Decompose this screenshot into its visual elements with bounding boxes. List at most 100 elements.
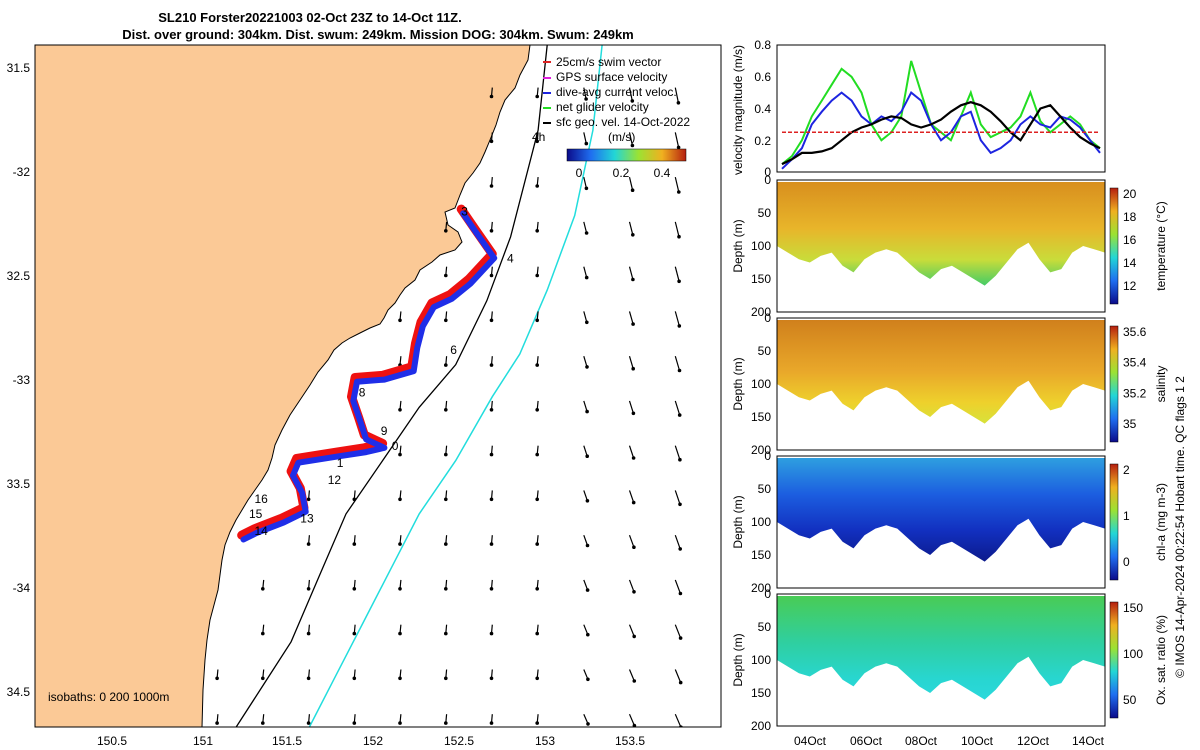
velocity-arrow (674, 132, 680, 148)
map-y-tick: -34 (13, 581, 31, 595)
arrow-head (489, 94, 494, 99)
arrow-head (215, 676, 219, 681)
map-x-tick: 151 (193, 734, 213, 748)
velocity-arrow (628, 221, 634, 235)
arrow-head (352, 676, 357, 681)
section-ytick: 150 (751, 686, 771, 700)
arrow-head (444, 452, 448, 457)
arrow-head (586, 677, 590, 682)
arrow-head (535, 94, 539, 99)
velocity-arrow (674, 266, 680, 282)
section-ytick: 0 (764, 587, 771, 601)
arrow-head (677, 368, 682, 373)
section-ytick: 150 (751, 272, 771, 286)
arrow-head (444, 229, 448, 233)
arrow-head (677, 190, 681, 194)
section-ytick: 50 (758, 482, 772, 496)
arrow-head (535, 184, 539, 188)
arrow-head (535, 587, 539, 591)
velocity-panel: velocity magnitude (m/s) 0.8 0.6 0.4 0.2… (731, 38, 1106, 179)
arrow-head (306, 542, 311, 546)
arrow-head (489, 184, 494, 188)
map-frame (34, 44, 722, 728)
section-ytick: 100 (751, 515, 771, 529)
velocity-arrow (583, 400, 588, 412)
day-label: 4 (507, 251, 514, 265)
arrow-head (398, 587, 402, 591)
map-y-tick: -32 (13, 165, 31, 179)
velocity-arrow (628, 356, 634, 369)
section-ylabel: Depth (m) (731, 495, 745, 548)
isobath-1000 (308, 45, 603, 727)
velocity-arrow (674, 311, 680, 327)
section-ytick: 200 (751, 305, 771, 319)
arrow-head (676, 145, 681, 150)
map-land (35, 45, 531, 727)
velocity-arrow (628, 266, 634, 280)
velocity-arrow (674, 356, 681, 371)
velocity-arrows (215, 87, 683, 727)
arrow-head (535, 631, 539, 636)
velocity-arrow (583, 221, 588, 234)
colorbar-tick: 0.2 (613, 166, 630, 180)
arrow-head (261, 587, 265, 591)
arrow-head (535, 139, 539, 144)
arrow-head (489, 363, 494, 367)
arrow-head (489, 139, 494, 144)
arrow-head (632, 545, 636, 549)
time-x-ticks: 04Oct 06Oct 08Oct 10Oct 12Oct 14Oct (794, 734, 1105, 748)
arrow-head (632, 634, 636, 639)
day-label: 0 (392, 439, 399, 453)
arrow-head (677, 279, 681, 284)
arrow-head (398, 408, 402, 412)
oxygen-panel: Depth (m) 0 50 100 150 200 50 100 150 Ox. sat. ra… (731, 587, 1168, 733)
arrow-head (585, 409, 589, 414)
arrow-head (352, 587, 357, 591)
arrow-head (535, 721, 539, 725)
section-ytick: 50 (758, 620, 772, 634)
velocity-arrow (674, 400, 681, 416)
arrow-head (586, 632, 590, 637)
arrow-head (632, 723, 637, 727)
arrow-head (584, 186, 589, 191)
section-ytick: 100 (751, 377, 771, 391)
arrow-head (585, 454, 589, 459)
colorbar-tick: 16 (1123, 233, 1137, 247)
colorbar-tick: 2 (1123, 463, 1130, 477)
arrow-head (444, 318, 448, 323)
velocity-arrow (674, 490, 681, 505)
copyright-note: © IMOS 14-Apr-2024 00:22:54 Hobart time.… (1173, 376, 1187, 678)
section-field (777, 458, 1105, 562)
arrow-head (261, 676, 265, 681)
day-label: 3 (461, 205, 468, 219)
velocity-arrow (628, 445, 635, 459)
velocity-arrow (628, 87, 633, 102)
colorbar-tick: 20 (1123, 187, 1137, 201)
colorbar-tick: 150 (1123, 601, 1143, 615)
arrow-head (585, 499, 590, 503)
salinity-panel: Depth (m) 0 50 100 150 200 35 35.2 35.4 35.6 salin… (731, 311, 1168, 457)
velocity-arrow (583, 356, 588, 368)
arrow-head (398, 721, 402, 725)
arrow-head (678, 636, 683, 640)
section-ytick: 200 (751, 719, 771, 733)
arrow-head (489, 229, 494, 233)
day-label: 9 (381, 424, 388, 438)
arrow-head (352, 721, 357, 725)
velocity-arrow (628, 579, 635, 593)
velocity-arrow (674, 669, 682, 683)
velocity-ytick: 0.4 (754, 102, 771, 116)
arrow-head (489, 497, 494, 502)
arrow-head (489, 273, 494, 278)
colorbar-tick: 0 (576, 166, 583, 180)
arrow-head (489, 676, 494, 681)
arrow-head (444, 676, 448, 681)
arrow-head (489, 542, 494, 546)
map-y-tick: 34.5 (7, 685, 31, 699)
time-scale-label: 4h (532, 130, 545, 144)
velocity-arrow (674, 176, 680, 193)
section-colorbar (1109, 325, 1119, 443)
section-ytick: 50 (758, 344, 772, 358)
